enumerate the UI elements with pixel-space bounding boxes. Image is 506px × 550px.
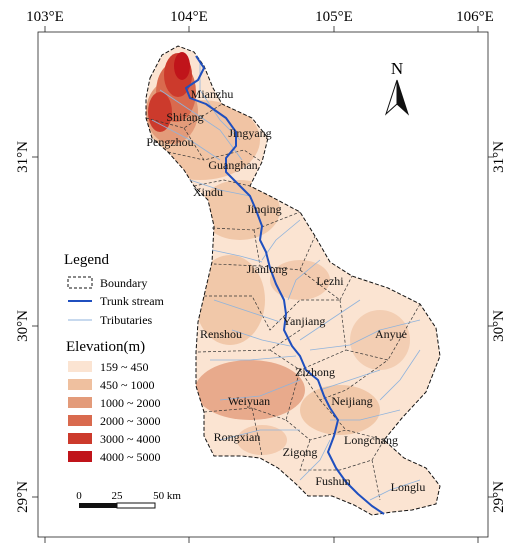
place-anyue: Anyue [375,327,407,341]
scale-label-50: 50 km [153,490,181,502]
scale-label-25: 25 [112,490,124,502]
place-lezhi: Lezhi [316,274,344,288]
legend-boundary-swatch [67,276,93,289]
legend-title: Legend [64,252,109,268]
place-jianlong: Jianlong [247,262,288,276]
scale-bar-white-segment [116,502,156,509]
place-jingyang: Jingyang [228,126,271,140]
elev-label-1: 159 ~ 450 [100,360,149,374]
county-boundaries [145,103,421,501]
lat-label-31-left: 31°N [15,141,31,173]
place-jinqing: Jinqing [246,202,281,216]
lat-label-29-left: 29°N [15,481,31,513]
tributaries [151,60,421,501]
trunk-stream [185,55,385,515]
elev-label-4: 2000 ~ 3000 [100,414,161,428]
place-zigong: Zigong [283,445,318,459]
place-labels: Mianzhu Shifang Pengzhou Jingyang Guangh… [146,87,425,494]
elevation-title: Elevation(m) [66,339,145,355]
legend: Legend Boundary Trunk stream Tributaries… [64,252,165,464]
lon-label-104: 104°E [170,9,208,25]
elev-swatch-3 [68,397,92,408]
place-xindu: Xindu [193,185,223,199]
scale-bar-black-segment [79,503,117,508]
place-pengzhou: Pengzhou [146,135,193,149]
scale-bar: 0 25 50 km [76,490,181,509]
elev-swatch-5 [68,433,92,444]
elev-label-6: 4000 ~ 5000 [100,450,161,464]
elev-swatch-6 [68,451,92,462]
elev-swatch-4 [68,415,92,426]
latitude-labels-left: 31°N 30°N 29°N [15,141,31,513]
place-neijiang: Neijiang [331,394,372,408]
place-longlu: Longlu [391,480,426,494]
lon-label-105: 105°E [315,9,353,25]
lat-label-30-right: 30°N [491,310,506,342]
place-renshou: Renshou [200,327,242,341]
longitude-labels: 103°E 104°E 105°E 106°E [26,9,494,25]
lat-label-31-right: 31°N [491,141,506,173]
lat-label-29-right: 29°N [491,481,506,513]
lat-label-30-left: 30°N [15,310,31,342]
elev-swatch-2 [68,379,92,390]
north-label: N [391,59,403,78]
place-longchang: Longchang [344,433,398,447]
lon-label-106: 106°E [456,9,494,25]
scale-label-0: 0 [76,490,82,502]
elev-label-3: 1000 ~ 2000 [100,396,161,410]
basin-area [146,46,440,515]
elev-swatch-1 [68,361,92,372]
elev-label-2: 450 ~ 1000 [100,378,155,392]
place-shifang: Shifang [166,110,203,124]
lon-label-103: 103°E [26,9,64,25]
elev-label-5: 3000 ~ 4000 [100,432,161,446]
place-yanjiang: Yanjiang [283,314,326,328]
north-arrow: N [384,59,410,116]
basin-boundary [145,45,441,516]
place-guanghan: Guanghan [208,158,257,172]
elevation-shading [146,52,410,455]
place-mianzhu: Mianzhu [191,87,234,101]
legend-trunk-label: Trunk stream [100,294,165,308]
legend-boundary-label: Boundary [100,276,147,290]
graticule-ticks [32,26,494,543]
place-fushun: Fushun [315,474,350,488]
latitude-labels-right: 31°N 30°N 29°N [491,141,506,513]
legend-tributaries-label: Tributaries [100,313,153,327]
place-weiyuan: Weiyuan [228,394,270,408]
place-rongxian: Rongxian [214,430,261,444]
place-zizhong: Zizhong [295,365,335,379]
